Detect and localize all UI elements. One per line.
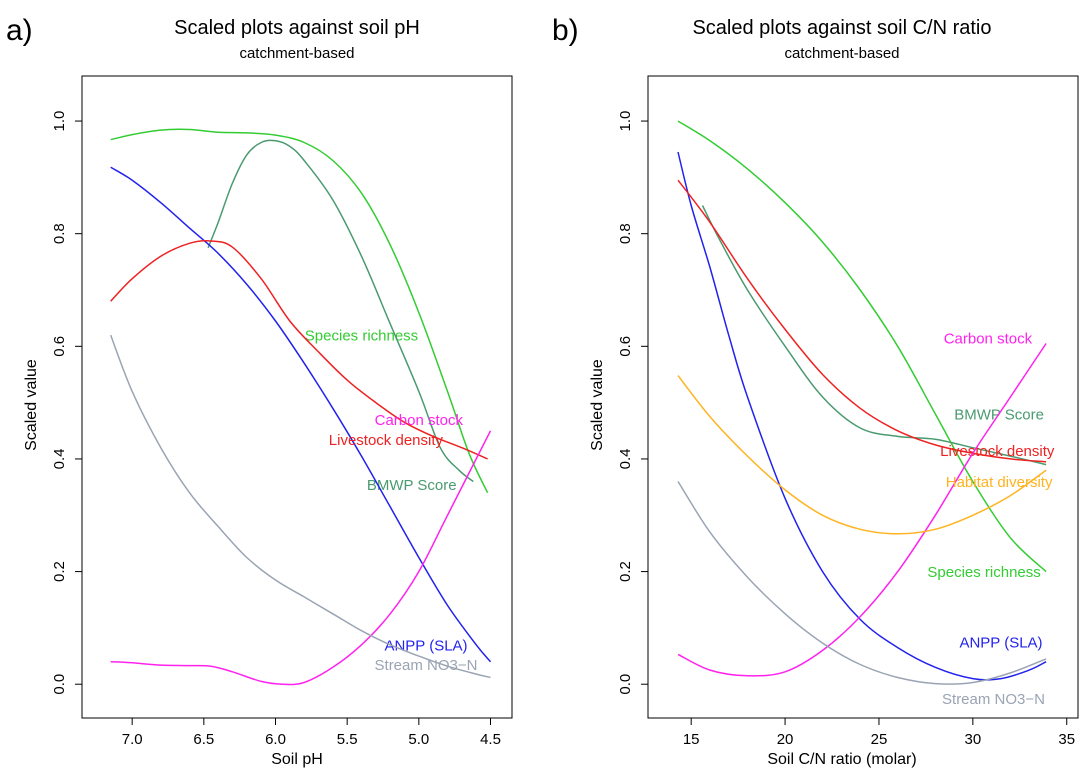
panel-a-series-bmwp-score-line (207, 139, 474, 483)
panel-b-series-habitat-diversity-line (677, 375, 1047, 535)
panel-b-title: Scaled plots against soil C/N ratio (692, 17, 991, 39)
panel-b-y-tick-label: 0.4 (617, 449, 634, 470)
panel-a-series-livestock-density-label: Livestock density (329, 432, 444, 449)
panel-a: a) Scaled plots against soil pH catchmen… (6, 14, 513, 768)
panel-b-series-habitat-diversity-label: Habitat diversity (946, 474, 1053, 491)
panel-b-x-tick-label: 15 (683, 731, 700, 748)
panel-a-x-axis-label: Soil pH (271, 751, 323, 768)
panel-b-series-anpp-sla-label: ANPP (SLA) (959, 635, 1042, 652)
panel-b-y-tick-label: 0.6 (617, 336, 634, 357)
panel-a-series-anpp-sla-label: ANPP (SLA) (384, 637, 467, 654)
panel-a-y-tick-label: 0.6 (51, 336, 68, 357)
panel-b-x-axis-label: Soil C/N ratio (molar) (767, 751, 916, 768)
panel-b-series-carbon-stock-line (677, 343, 1047, 677)
panel-b-y-tick-label: 1.0 (617, 111, 634, 132)
panel-a-series-stream-no3-n-line (109, 334, 491, 679)
panel-b-x-tick-label: 25 (871, 731, 888, 748)
panel-b-x-tick-label: 35 (1058, 731, 1075, 748)
panel-b-series-bmwp-score-line (701, 205, 1047, 466)
panel-b-y-tick-label: 0.2 (617, 561, 634, 582)
panel-b-y-axis-label: Scaled value (589, 359, 606, 451)
panel-a-x-tick-label: 4.5 (480, 731, 501, 748)
panel-a-y-tick-label: 0.8 (51, 223, 68, 244)
panel-a-y-tick-label: 0.0 (51, 674, 68, 695)
panel-a-series-bmwp-score-label: BMWP Score (367, 477, 457, 494)
panel-a-plot-frame (81, 75, 513, 719)
panel-a-series-stream-no3-n-label: Stream NO3−N (375, 657, 478, 674)
panel-a-x-tick-label: 5.5 (337, 731, 358, 748)
panel-b-series-species-richness-line (677, 120, 1047, 573)
panel-a-y-tick-label: 1.0 (51, 111, 68, 132)
panel-a-y-axis-label: Scaled value (23, 359, 40, 451)
panel-a-x-tick-label: 7.0 (122, 731, 143, 748)
panel-b-series-species-richness-label: Species richness (927, 564, 1040, 581)
panel-b-y-tick-label: 0.0 (617, 674, 634, 695)
panel-b-series-carbon-stock-label: Carbon stock (944, 331, 1033, 348)
panel-b-x-tick-label: 20 (777, 731, 794, 748)
panel-b: b) Scaled plots against soil C/N ratio c… (552, 14, 1079, 768)
panel-b-plot-frame (647, 75, 1079, 719)
panel-a-subtitle: catchment-based (239, 45, 354, 62)
panel-b-series-stream-no3-n-line (677, 481, 1047, 685)
panel-b-series-livestock-density-line (677, 179, 1047, 463)
panel-b-y-tick-label: 0.8 (617, 223, 634, 244)
panel-b-series-livestock-density-label: Livestock density (940, 443, 1055, 460)
panel-a-series-livestock-density-line (110, 239, 488, 460)
panel-a-x-tick-label: 5.0 (408, 731, 429, 748)
panel-b-subtitle: catchment-based (784, 45, 899, 62)
panel-a-x-tick-label: 6.0 (265, 731, 286, 748)
panel-a-x-tick-label: 6.5 (193, 731, 214, 748)
panel-b-letter: b) (552, 14, 579, 47)
panel-a-y-tick-label: 0.2 (51, 561, 68, 582)
panel-b-series-stream-no3-n-label: Stream NO3−N (942, 691, 1045, 708)
panel-a-series-anpp-sla-line (110, 166, 492, 663)
panel-a-series-species-richness-line (110, 128, 489, 494)
panel-a-y-tick-label: 0.4 (51, 449, 68, 470)
panel-a-series-carbon-stock-line (110, 430, 492, 686)
panel-a-letter: a) (6, 14, 33, 47)
panel-a-series-carbon-stock-label: Carbon stock (375, 412, 464, 429)
panel-a-title: Scaled plots against soil pH (174, 17, 420, 39)
panel-a-series-species-richness-label: Species richness (305, 328, 418, 345)
panel-b-series-anpp-sla-line (677, 151, 1047, 681)
panel-b-x-tick-label: 30 (965, 731, 982, 748)
